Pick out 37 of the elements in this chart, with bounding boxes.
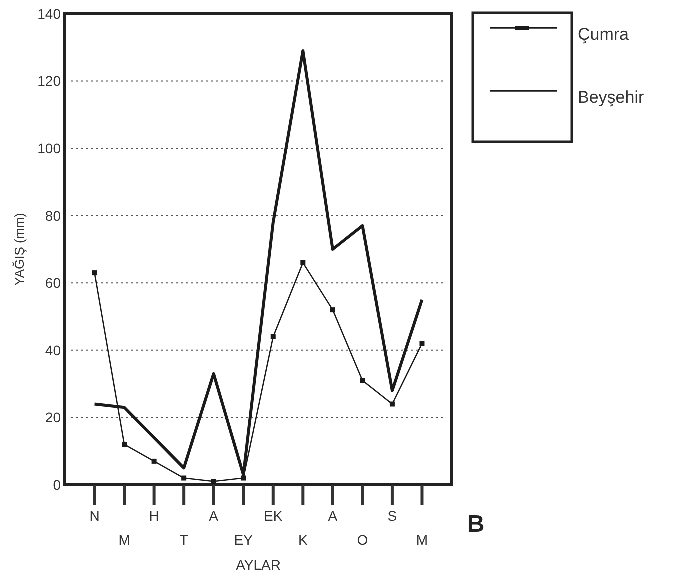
point: [182, 476, 187, 481]
point: [152, 458, 157, 464]
y-tick-label: 40: [45, 342, 62, 358]
point: [360, 378, 366, 384]
x-tick-label: S: [388, 508, 398, 524]
x-tick-label: M: [416, 532, 428, 548]
x-tick-label: EY: [234, 532, 254, 548]
x-tick-label: EK: [264, 508, 284, 524]
point: [390, 402, 395, 407]
x-tick-label: M: [118, 532, 130, 548]
x-tick-label: H: [149, 508, 160, 524]
y-axis-title: YAĞIŞ (mm): [12, 213, 27, 286]
x-tick-label: A: [209, 508, 220, 524]
point: [420, 341, 425, 346]
y-tick-label: 100: [38, 140, 62, 156]
point: [330, 308, 336, 313]
point: [300, 260, 306, 266]
y-tick-label: 120: [38, 73, 62, 90]
point: [92, 270, 98, 276]
text: B: [467, 511, 485, 538]
y-tick-label: 0: [53, 476, 62, 493]
y-tick-label: 60: [45, 275, 62, 292]
legend-label: Çumra: [578, 25, 630, 44]
point: [241, 476, 246, 481]
x-tick-label: T: [180, 532, 189, 548]
point: [211, 479, 216, 484]
y-tick-label: 140: [38, 6, 62, 22]
legend-label: Beyşehir: [578, 88, 644, 107]
y-tick-label: 20: [45, 410, 62, 426]
x-tick-label: K: [298, 532, 308, 548]
point: [270, 334, 276, 340]
x-tick-label: O: [357, 532, 368, 548]
x-tick-label: N: [90, 508, 100, 524]
x-tick-label: A: [328, 508, 338, 524]
y-tick-label: 80: [45, 208, 62, 224]
point: [122, 442, 128, 448]
x-axis-title: AYLAR: [236, 557, 281, 573]
